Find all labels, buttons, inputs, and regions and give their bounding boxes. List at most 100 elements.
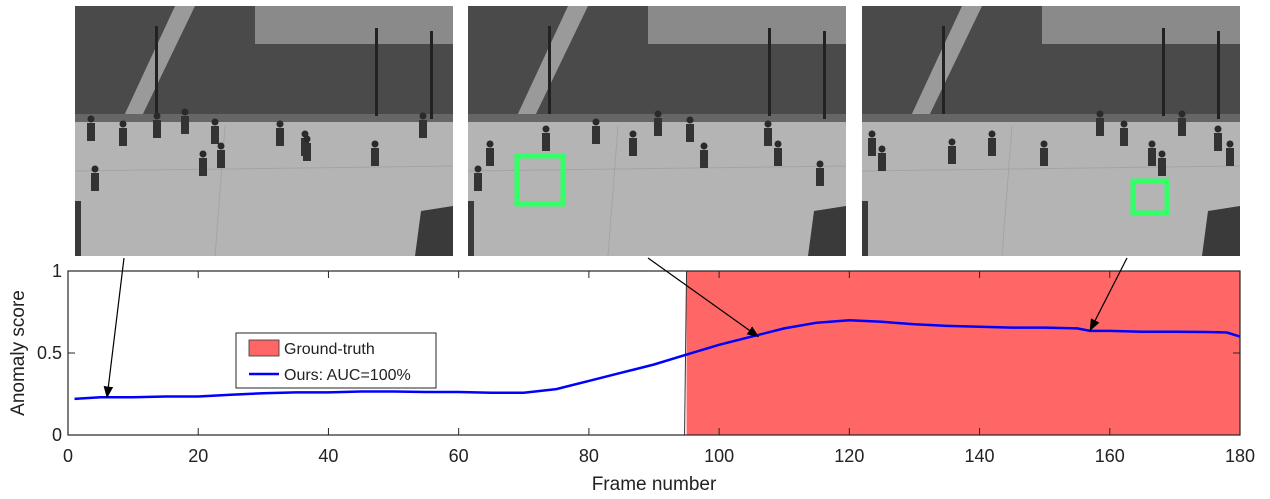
pedestrian-body [119,128,127,146]
pedestrian-head [592,118,600,126]
building-wall [1042,6,1240,44]
pedestrian-head [474,165,482,173]
frame-image [862,6,1240,256]
x-tick-label: 140 [965,446,995,466]
pedestrian-head [629,130,637,138]
pedestrian-body [816,168,824,186]
y-tick-label: 0.5 [37,343,62,363]
video-frame-3 [862,6,1240,256]
lamp-post [430,31,433,119]
pedestrian-body [542,133,550,151]
pedestrian-body [686,124,694,142]
pedestrian-head [153,112,161,120]
x-tick-label: 20 [188,446,208,466]
pedestrian-head [1158,150,1166,158]
pedestrian-head [1226,140,1234,148]
building-wall [648,6,846,44]
pedestrian-body [371,148,379,166]
pedestrian-head [276,120,284,128]
annotation-arrow-1 [103,257,125,399]
pedestrian-body [654,118,662,136]
pedestrian-body [486,148,494,166]
lamp-post [548,26,551,114]
legend-label-ours: Ours: AUC=100% [284,367,411,384]
sidewalk-path [123,6,195,118]
pedestrian-head [1040,140,1048,148]
pedestrian-body [1158,158,1166,176]
lamp-post [155,26,158,114]
video-frame-2 [468,6,846,256]
lamp-post [942,26,945,114]
pedestrian-body [629,138,637,156]
pedestrian-body [181,116,189,134]
lamp-post [1217,31,1220,119]
lamp-post [1162,28,1165,116]
pedestrian-body [592,126,600,144]
pedestrian-body [988,138,996,156]
pedestrian-body [774,148,782,166]
pedestrian-head [868,130,876,138]
pedestrian-head [988,130,996,138]
y-tick-label: 0 [52,425,62,445]
pedestrian-head [816,160,824,168]
pedestrian-head [91,165,99,173]
pedestrian-head [303,135,311,143]
pedestrian-body [1226,148,1234,166]
pavement-joint [862,165,1240,172]
pedestrian-head [87,115,95,123]
pedestrian-head [217,142,225,150]
pedestrian-head [878,145,886,153]
x-axis-label: Frame number [592,474,717,495]
detection-box [514,153,566,207]
pedestrian-head [419,112,427,120]
y-axis-label: Anomaly score [8,290,29,416]
curb [75,114,453,122]
curb [862,114,1240,122]
frame-image [468,6,846,256]
pedestrian-head [700,142,708,150]
pedestrian-body [1148,148,1156,166]
pedestrian-head [1096,110,1104,118]
detection-box [1130,178,1170,216]
pedestrian-head [542,125,550,133]
grass-corner [1202,206,1240,256]
pedestrian-head [119,120,127,128]
pedestrian-body [474,173,482,191]
pavement-joint [1001,125,1013,256]
ground-truth-edge [684,270,688,436]
pedestrian-body [303,143,311,161]
pedestrian-body [764,128,772,146]
x-tick-label: 180 [1225,446,1255,466]
pedestrian-body [1120,128,1128,146]
pedestrian-body [87,123,95,141]
legend-swatch-ground-truth [248,339,280,357]
pedestrian-body [868,138,876,156]
pavement-joint [607,125,619,256]
x-tick-label: 40 [318,446,338,466]
pedestrian-head [181,108,189,116]
pedestrian-body [700,150,708,168]
pedestrian-head [774,140,782,148]
legend-label-ground-truth: Ground-truth [284,341,375,358]
lamp-post [375,28,378,116]
pedestrian-head [654,110,662,118]
grass-corner [415,206,453,256]
pedestrian-head [211,118,219,126]
pedestrian-head [764,120,772,128]
grass-edge [75,201,81,256]
annotation-arrow-2 [647,257,760,338]
x-tick-label: 100 [704,446,734,466]
legend: Ground-truth Ours: AUC=100% [235,332,437,389]
pedestrian-body [153,120,161,138]
ground-truth-region [686,271,1240,435]
annotation-arrow-3 [1089,257,1128,332]
frame-image [75,6,453,256]
grass-corner [808,206,846,256]
pedestrian-head [199,150,207,158]
pedestrian-body [1178,118,1186,136]
pedestrian-body [276,128,284,146]
pedestrian-body [419,120,427,138]
pedestrian-head [371,140,379,148]
pedestrian-head [948,138,956,146]
